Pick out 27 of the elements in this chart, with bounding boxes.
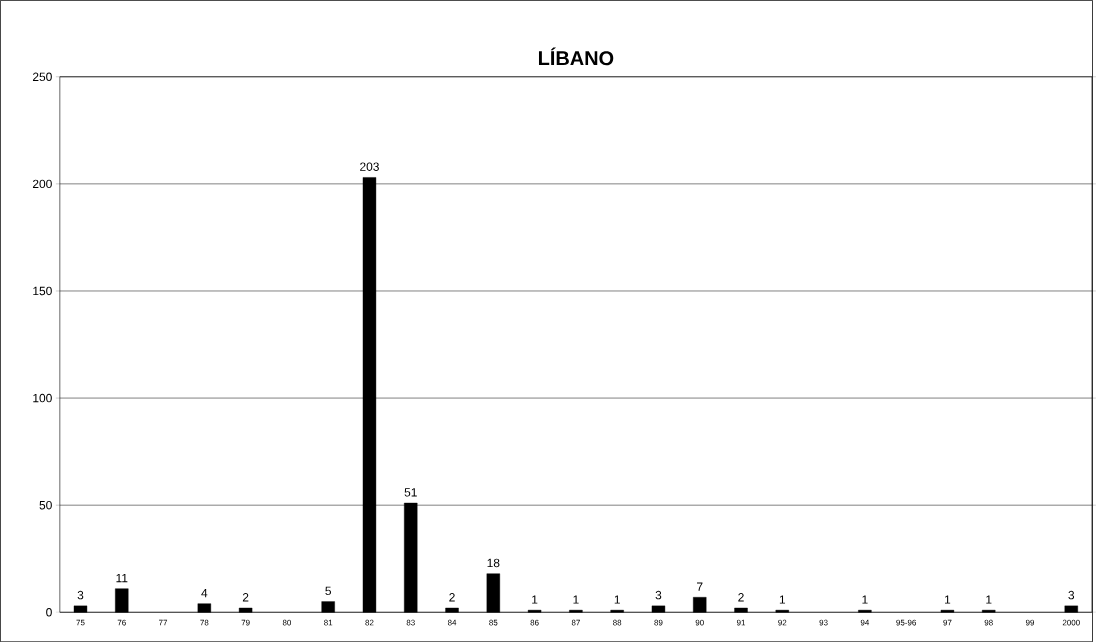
data-label: 1 (862, 595, 868, 604)
data-label: 3 (655, 590, 662, 600)
data-label: 1 (945, 595, 951, 604)
data-label: 5 (325, 586, 331, 595)
y-tick-label: 250 (32, 72, 52, 81)
data-label: 2 (738, 593, 744, 602)
y-tick-label: 200 (32, 179, 52, 189)
y-tick-label: 0 (46, 607, 52, 617)
data-label: 1 (573, 595, 579, 604)
data-label: 2 (242, 593, 249, 602)
data-label: 4 (201, 588, 208, 598)
data-label: 2 (449, 593, 455, 602)
data-label: 1 (779, 595, 786, 604)
chart-title: LÍBANO (538, 47, 614, 66)
y-tick-label: 50 (39, 500, 52, 510)
data-label: 1 (532, 595, 538, 604)
data-label: 51 (404, 488, 417, 497)
data-label: 3 (77, 590, 84, 600)
data-label: 1 (986, 595, 992, 604)
data-label: 203 (360, 162, 379, 171)
y-tick-label: 100 (33, 393, 52, 403)
data-label: 1 (614, 595, 620, 604)
data-label: 7 (697, 582, 703, 591)
data-label: 3 (1068, 590, 1075, 600)
data-label: 11 (116, 573, 128, 583)
data-label: 18 (487, 558, 500, 568)
y-tick-label: 150 (33, 286, 52, 296)
